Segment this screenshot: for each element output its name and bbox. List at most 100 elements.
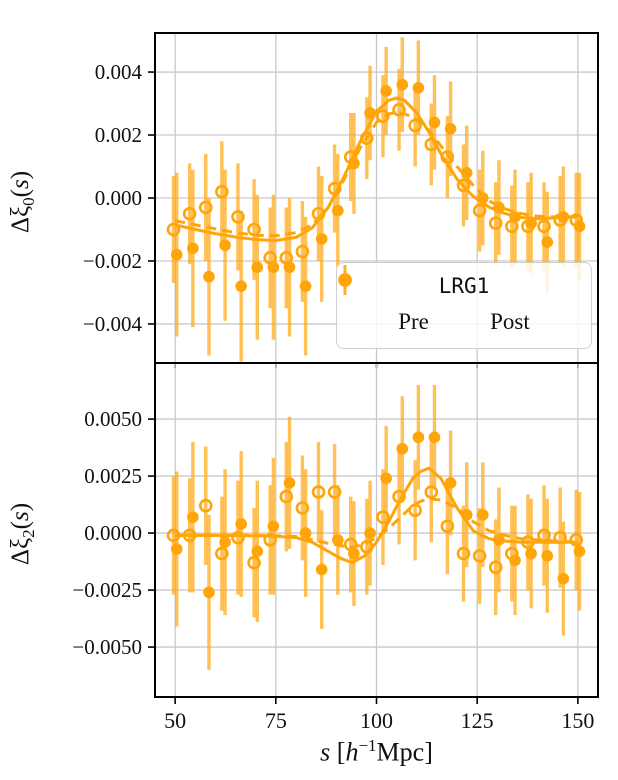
data-point-post (509, 211, 521, 223)
data-point-post (219, 239, 231, 252)
data-point-post (541, 236, 554, 248)
data-point-post (299, 527, 312, 539)
data-point-post (348, 157, 360, 170)
data-point-pre (424, 137, 439, 152)
data-point-pre (182, 528, 197, 543)
data-point-post (170, 248, 183, 261)
data-point-post (283, 477, 296, 489)
tick-marks (148, 418, 579, 704)
data-point-pre (488, 560, 503, 575)
y-tick-label: 0.004 (95, 60, 143, 84)
error-bars-pre (171, 441, 578, 618)
data-point-pre (537, 219, 551, 234)
data-point-pre (215, 184, 229, 199)
data-point-post (573, 545, 586, 558)
data-point-pre (247, 555, 261, 570)
data-points-post (170, 431, 586, 599)
data-point-post (299, 280, 312, 292)
data-point-post (187, 511, 199, 523)
data-point-pre (247, 222, 261, 237)
data-point-post (380, 85, 392, 97)
data-point-pre (488, 216, 503, 230)
legend-item-post: Post (339, 265, 530, 335)
x-tick-label: 50 (164, 708, 186, 733)
y-tick-label: −0.004 (83, 312, 143, 336)
data-point-post (170, 543, 183, 555)
data-point-post (267, 520, 280, 533)
data-point-post (396, 78, 409, 91)
data-point-post (477, 192, 489, 204)
x-axis-label: s [h−1Mpc] (320, 736, 433, 767)
x-tick-label: 125 (461, 708, 494, 733)
y-tick-label: 0.0050 (84, 407, 142, 431)
data-point-post (557, 572, 570, 585)
data-point-pre (392, 489, 406, 504)
data-point-pre (537, 528, 551, 543)
data-point-pre (327, 181, 342, 196)
data-point-pre (182, 206, 197, 221)
data-point-pre (408, 503, 422, 518)
data-point-post (525, 547, 537, 560)
data-point-post (412, 431, 425, 444)
legend-items: Pre Post (337, 265, 591, 335)
data-point-pre (215, 546, 229, 561)
data-point-pre (472, 203, 487, 218)
data-point-pre (456, 178, 471, 193)
data-point-pre (198, 200, 213, 215)
data-points-post (170, 78, 586, 292)
panel-xi2: 0.0050 0.0025 0.0000 −0.0025 −0.0050 50 75 100 1… (72, 362, 599, 733)
data-point-post (509, 554, 521, 567)
data-point-post (460, 509, 473, 521)
data-point-post (283, 261, 296, 274)
data-point-pre (311, 206, 326, 221)
data-point-post (267, 261, 280, 274)
data-point-pre (166, 222, 181, 237)
data-point-pre (263, 533, 277, 547)
filled-circle-marker-icon (339, 265, 351, 295)
data-point-post (380, 472, 392, 485)
data-point-pre (327, 485, 342, 499)
data-point-post (525, 217, 537, 229)
y-axis-label-bottom: Δξ2(s) (7, 502, 38, 566)
data-point-post (396, 442, 409, 455)
data-points-pre (166, 485, 584, 575)
data-point-post (364, 107, 376, 119)
data-point-pre (231, 210, 245, 224)
data-point-pre (198, 498, 213, 513)
data-point-pre (295, 501, 310, 515)
data-point-pre (360, 131, 374, 145)
data-point-post (203, 586, 215, 599)
y-tick-label: 0.002 (95, 123, 142, 147)
data-point-post (219, 536, 231, 548)
data-point-pre (279, 489, 294, 504)
data-point-post (203, 270, 215, 283)
data-point-post (235, 518, 247, 530)
data-point-pre (311, 485, 326, 499)
data-point-post (332, 534, 344, 546)
data-point-post (348, 547, 360, 560)
data-point-post (251, 261, 264, 274)
data-point-post (428, 431, 441, 444)
data-point-pre (392, 103, 406, 117)
model-curve-pre (174, 110, 578, 238)
data-point-pre (553, 530, 567, 545)
legend-title: LRG1 (438, 273, 490, 298)
x-tick-label: 75 (265, 708, 287, 733)
data-point-post (557, 211, 570, 223)
data-point-pre (360, 539, 374, 554)
panel-xi0: 0.004 0.002 0.000 −0.002 −0.004 (83, 32, 599, 368)
legend-label-post: Post (490, 309, 530, 335)
y-tick-label: 0.000 (95, 186, 142, 210)
data-point-pre (424, 485, 439, 499)
data-point-pre (440, 519, 455, 534)
data-point-post (493, 201, 505, 214)
data-point-post (493, 534, 505, 546)
data-point-post (541, 550, 554, 562)
data-point-post (477, 509, 489, 521)
y-tick-label: 0.0025 (84, 464, 142, 488)
data-point-post (315, 563, 328, 576)
data-point-pre (231, 530, 245, 545)
data-point-post (573, 220, 586, 233)
data-point-pre (440, 150, 455, 164)
